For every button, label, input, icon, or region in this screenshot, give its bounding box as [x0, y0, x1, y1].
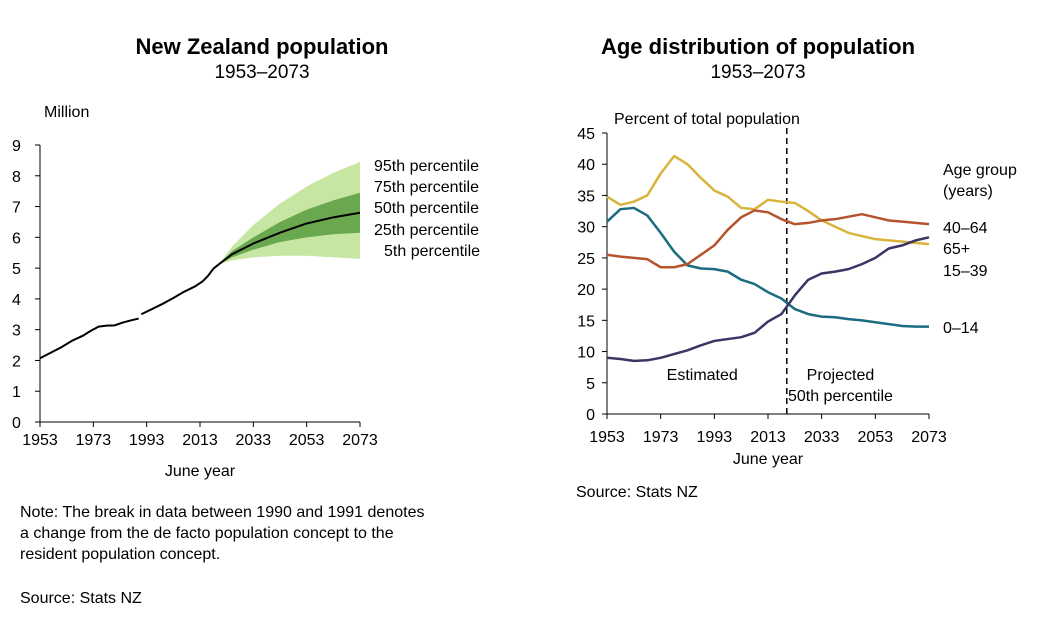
estimated-de-facto-line: [39, 317, 139, 360]
left-chart-subtitle: 1953–2073: [214, 62, 310, 83]
y-tick-label: 40: [577, 157, 595, 174]
projected-percentile-label: 50th percentile: [788, 388, 893, 405]
y-tick-label: 25: [577, 251, 595, 268]
x-axis-title: June year: [733, 451, 804, 468]
y-tick-label: 10: [577, 345, 595, 362]
y-tick-label: 6: [12, 230, 21, 247]
x-tick-label: 2033: [804, 429, 840, 446]
x-tick-label: 2053: [858, 429, 894, 446]
median-projection-line: [218, 211, 361, 266]
legend-75th-percentile: 75th percentile: [374, 179, 479, 196]
x-tick-label: 1993: [129, 432, 165, 449]
series-line-0-14: [606, 206, 929, 328]
x-tick-label: 2013: [182, 432, 218, 449]
y-tick-label: 5: [12, 261, 21, 278]
y-tick-label: 30: [577, 220, 595, 237]
y-tick-label: 0: [12, 415, 21, 432]
y-tick-label: 0: [586, 407, 595, 424]
projected-label: Projected: [807, 367, 875, 384]
left-chart-title: New Zealand population: [135, 34, 389, 59]
left-note-line-1: Note: The break in data between 1990 and…: [20, 504, 425, 521]
x-tick-label: 2053: [289, 432, 325, 449]
left-note-line-3: resident population concept.: [20, 546, 221, 563]
legend-25th-percentile: 25th percentile: [374, 222, 479, 239]
series-label-40-64: 40–64: [943, 220, 988, 237]
x-tick-label: 2073: [911, 429, 947, 446]
x-tick-label: 2073: [342, 432, 378, 449]
right-source: Source: Stats NZ: [576, 484, 698, 501]
series-label-0-14: 0–14: [943, 320, 979, 337]
y-tick-label: 45: [577, 126, 595, 143]
series-label-15-39: 15–39: [943, 263, 988, 280]
right-chart-subtitle: 1953–2073: [710, 62, 806, 83]
y-tick-label: 3: [12, 323, 21, 340]
left-note-line-2: a change from the de facto population co…: [20, 525, 394, 542]
estimated-resident-line: [140, 263, 220, 316]
right-chart-title: Age distribution of population: [600, 34, 916, 59]
legend-title-line-1: Age group: [943, 162, 1017, 179]
x-tick-label: 1953: [589, 429, 625, 446]
y-tick-label: 8: [12, 169, 21, 186]
x-tick-label: 1973: [76, 432, 112, 449]
y-tick-label: 4: [12, 292, 21, 309]
left-y-axis-unit-label: Million: [44, 104, 90, 121]
age-distribution-chart: 0 5 10 15 20 25 30 35 40 45 1953 1973 1993 2013 2033 20…: [577, 111, 1017, 468]
x-tick-label: 2033: [236, 432, 272, 449]
y-tick-label: 5: [586, 376, 595, 393]
x-tick-label: 2013: [750, 429, 786, 446]
x-tick-label: 1953: [22, 432, 58, 449]
left-source: Source: Stats NZ: [20, 590, 142, 607]
y-tick-label: 15: [577, 313, 595, 330]
y-tick-label: 1: [12, 384, 21, 401]
series-line-15-39: [606, 154, 930, 246]
series-line-65: [606, 236, 930, 363]
y-tick-label: 35: [577, 188, 595, 205]
estimated-label: Estimated: [667, 367, 738, 384]
legend-5th-percentile: 5th percentile: [384, 243, 480, 260]
x-tick-label: 1993: [697, 429, 733, 446]
y-tick-label: 7: [12, 200, 21, 217]
series-label-65: 65+: [943, 241, 970, 258]
y-tick-label: 2: [12, 353, 21, 370]
x-tick-label: 1973: [643, 429, 679, 446]
y-tick-label: 20: [577, 282, 595, 299]
population-chart: 0 1 2 3 4 5 6 7 8 9 1953 1973 1993 2013 2033 2053 2073 Ju…: [12, 138, 480, 480]
y-axis-title: Percent of total population: [614, 111, 800, 128]
legend-50th-percentile: 50th percentile: [374, 200, 479, 217]
x-axis-title: June year: [165, 463, 236, 480]
y-tick-label: 9: [12, 138, 21, 155]
legend-title-line-2: (years): [943, 183, 993, 200]
legend-95th-percentile: 95th percentile: [374, 158, 479, 175]
series-line-40-64: [606, 209, 930, 269]
